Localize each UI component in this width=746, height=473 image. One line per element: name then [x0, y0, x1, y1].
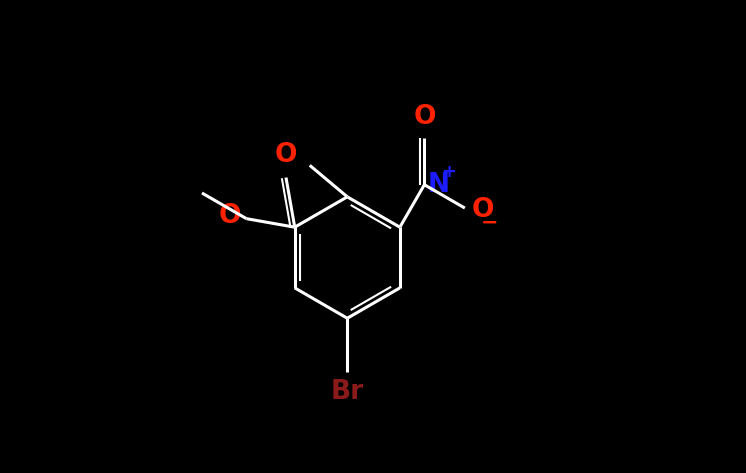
- Text: Br: Br: [330, 379, 364, 405]
- Text: O: O: [219, 203, 241, 229]
- Text: O: O: [471, 197, 495, 223]
- Text: −: −: [480, 212, 498, 232]
- Text: O: O: [413, 104, 436, 130]
- Text: O: O: [275, 142, 297, 168]
- Text: N: N: [428, 172, 450, 198]
- Text: +: +: [441, 163, 456, 181]
